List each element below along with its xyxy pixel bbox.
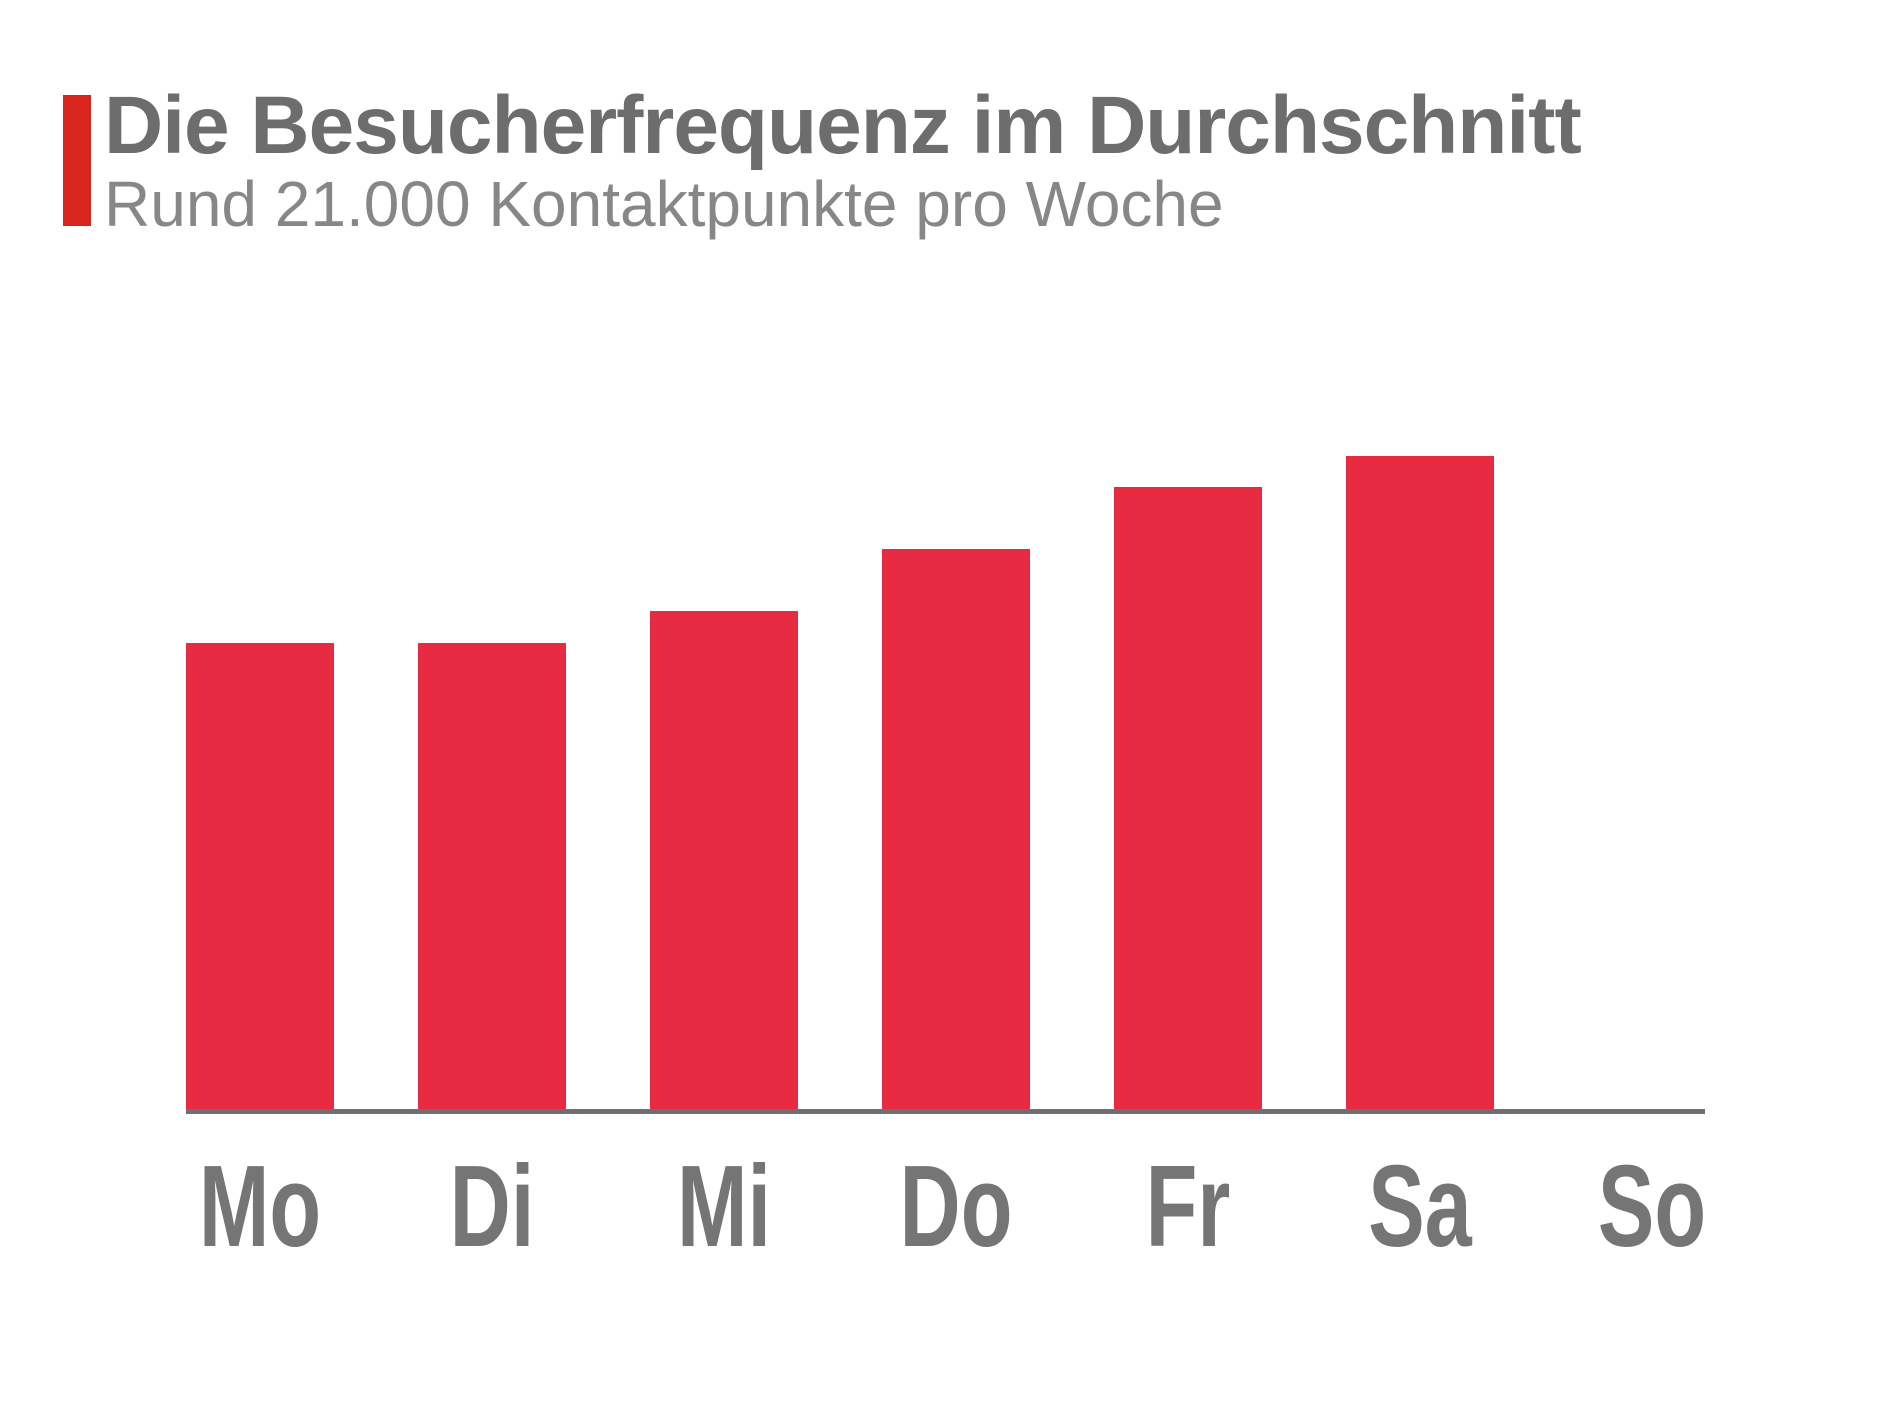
- x-tick-label-sa: Sa: [1368, 1141, 1472, 1271]
- x-tick-label-fr: Fr: [1145, 1141, 1231, 1271]
- bar-mi: [650, 611, 798, 1109]
- chart-subtitle: Rund 21.000 Kontaktpunkte pro Woche: [104, 168, 1224, 240]
- x-tick-label-so: So: [1597, 1141, 1707, 1271]
- x-tick-label-mo: Mo: [198, 1141, 322, 1271]
- chart-title: Die Besucherfrequenz im Durchschnitt: [104, 80, 1582, 171]
- x-tick-label-do: Do: [899, 1141, 1013, 1271]
- bar-mo: [186, 643, 334, 1109]
- x-tick-label-mi: Mi: [676, 1141, 772, 1271]
- bar-fr: [1114, 487, 1262, 1109]
- x-tick-label-di: Di: [449, 1141, 535, 1271]
- x-axis-line: [186, 1109, 1705, 1114]
- bar-sa: [1346, 456, 1494, 1109]
- title-accent-bar: [63, 95, 91, 226]
- bar-do: [882, 549, 1030, 1109]
- bar-di: [418, 643, 566, 1109]
